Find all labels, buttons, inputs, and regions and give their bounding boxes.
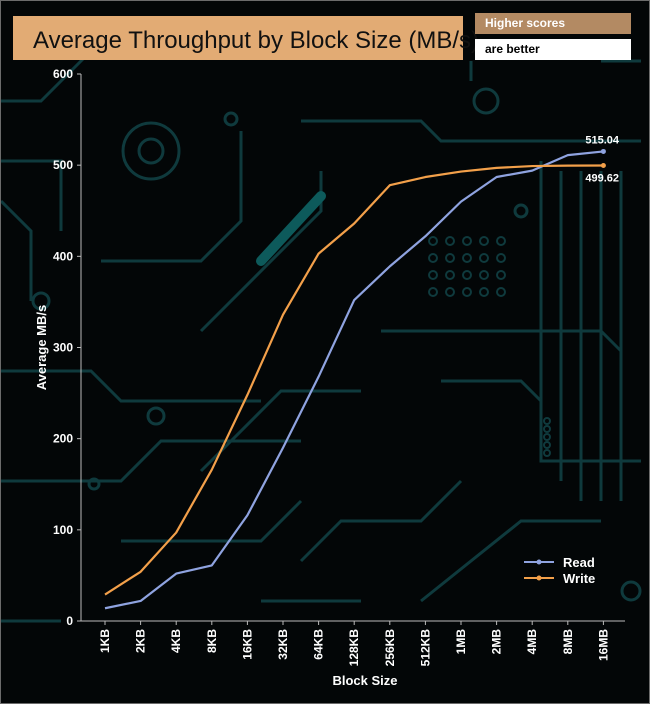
higher-scores-badge: Higher scores — [475, 13, 631, 34]
x-tick-labels: 1KB 2KB 4KB 8KB 16KB 32KB 64KB 128KB 256KB 512KB 1… — [98, 621, 610, 666]
circuit-trace — [299, 479, 463, 563]
write-series-line — [104, 164, 604, 596]
x-tick-label: 2KB — [134, 629, 148, 653]
circuit-dot — [479, 253, 489, 263]
circuit-dot — [496, 287, 506, 297]
data-labels: 515.04 499.62 — [585, 134, 620, 184]
circuit-dot — [496, 236, 506, 246]
circuit-trace — [539, 161, 641, 463]
y-tick-label: 400 — [53, 249, 73, 263]
circuit-dot — [543, 417, 551, 425]
circuit-dot — [428, 287, 438, 297]
y-tick-label: 200 — [53, 432, 73, 446]
read-end-point — [600, 148, 606, 154]
circuit-pad — [31, 291, 51, 311]
x-tick-label: 8KB — [205, 629, 219, 653]
circuit-dot — [445, 287, 455, 297]
circuit-trace — [420, 519, 601, 603]
y-tick-label: 600 — [53, 67, 73, 81]
circuit-trace — [101, 131, 243, 263]
circuit-dot — [543, 449, 551, 457]
circuit-dot — [496, 253, 506, 263]
circuit-pad — [620, 580, 642, 602]
read-series-line — [104, 150, 604, 610]
chart-title: Average Throughput by Block Size (MB/s) — [33, 27, 479, 54]
circuit-trace — [256, 191, 326, 266]
circuit-pad — [137, 137, 165, 165]
circuit-trace — [1, 159, 63, 231]
are-better-badge: are better — [475, 39, 631, 60]
circuit-pad — [513, 203, 529, 219]
x-tick-label: 1KB — [98, 629, 112, 653]
circuit-dot — [462, 236, 472, 246]
x-axis-label: Block Size — [332, 673, 397, 688]
x-tick-label: 16KB — [240, 629, 254, 660]
y-tick-label: 100 — [53, 523, 73, 537]
write-end-point — [600, 163, 606, 169]
circuit-dot — [462, 287, 472, 297]
series-group — [104, 148, 606, 610]
y-tick-label: 300 — [53, 341, 73, 355]
circuit-dot — [428, 236, 438, 246]
x-tick-label: 4KB — [169, 629, 183, 653]
circuit-dot — [462, 270, 472, 280]
circuit-pad — [146, 406, 166, 426]
circuit-trace — [301, 119, 641, 143]
x-tick-label: 256KB — [383, 629, 397, 667]
circuit-dot — [462, 253, 472, 263]
y-tick-label: 0 — [66, 614, 73, 628]
circuit-dot — [543, 425, 551, 433]
x-tick-label: 128KB — [347, 629, 361, 667]
circuit-trace — [1, 199, 33, 301]
x-tick-label: 32KB — [276, 629, 290, 660]
legend-write-marker — [536, 575, 542, 581]
legend-read-marker — [536, 559, 542, 565]
circuit-dot — [445, 253, 455, 263]
circuit-dot — [543, 441, 551, 449]
x-tick-label: 4MB — [525, 629, 539, 655]
title-box: Average Throughput by Block Size (MB/s) — [13, 16, 479, 60]
y-axis-label: Average MB/s — [34, 305, 49, 391]
circuit-pad — [223, 111, 239, 127]
circuit-dot — [479, 287, 489, 297]
circuit-dot — [543, 433, 551, 441]
x-tick-label: 64KB — [312, 629, 326, 660]
circuit-dot — [496, 270, 506, 280]
circuit-trace — [199, 389, 361, 473]
write-end-label: 499.62 — [585, 173, 619, 185]
circuit-dot — [445, 270, 455, 280]
y-tick-label: 500 — [53, 158, 73, 172]
x-tick-label: 8MB — [561, 629, 575, 655]
circuit-trace — [441, 379, 543, 441]
x-tick-label: 16MB — [596, 629, 610, 661]
x-tick-label: 512KB — [418, 629, 432, 667]
axes — [80, 74, 625, 622]
circuit-dot — [479, 270, 489, 280]
circuit-pad — [87, 477, 101, 491]
circuit-trace — [199, 171, 323, 333]
x-tick-label: 2MB — [490, 629, 504, 655]
circuit-dot — [445, 236, 455, 246]
legend-write-label: Write — [563, 571, 595, 586]
y-tick-labels: 0 100 200 300 400 500 600 — [53, 67, 81, 628]
circuit-dot — [428, 253, 438, 263]
circuit-pad — [472, 87, 500, 115]
circuit-dot — [428, 270, 438, 280]
legend-read-label: Read — [563, 555, 595, 570]
circuit-trace — [1, 369, 261, 403]
circuit-pad — [121, 121, 181, 181]
x-tick-label: 1MB — [454, 629, 468, 655]
circuit-dot — [479, 236, 489, 246]
read-end-label: 515.04 — [585, 134, 620, 146]
